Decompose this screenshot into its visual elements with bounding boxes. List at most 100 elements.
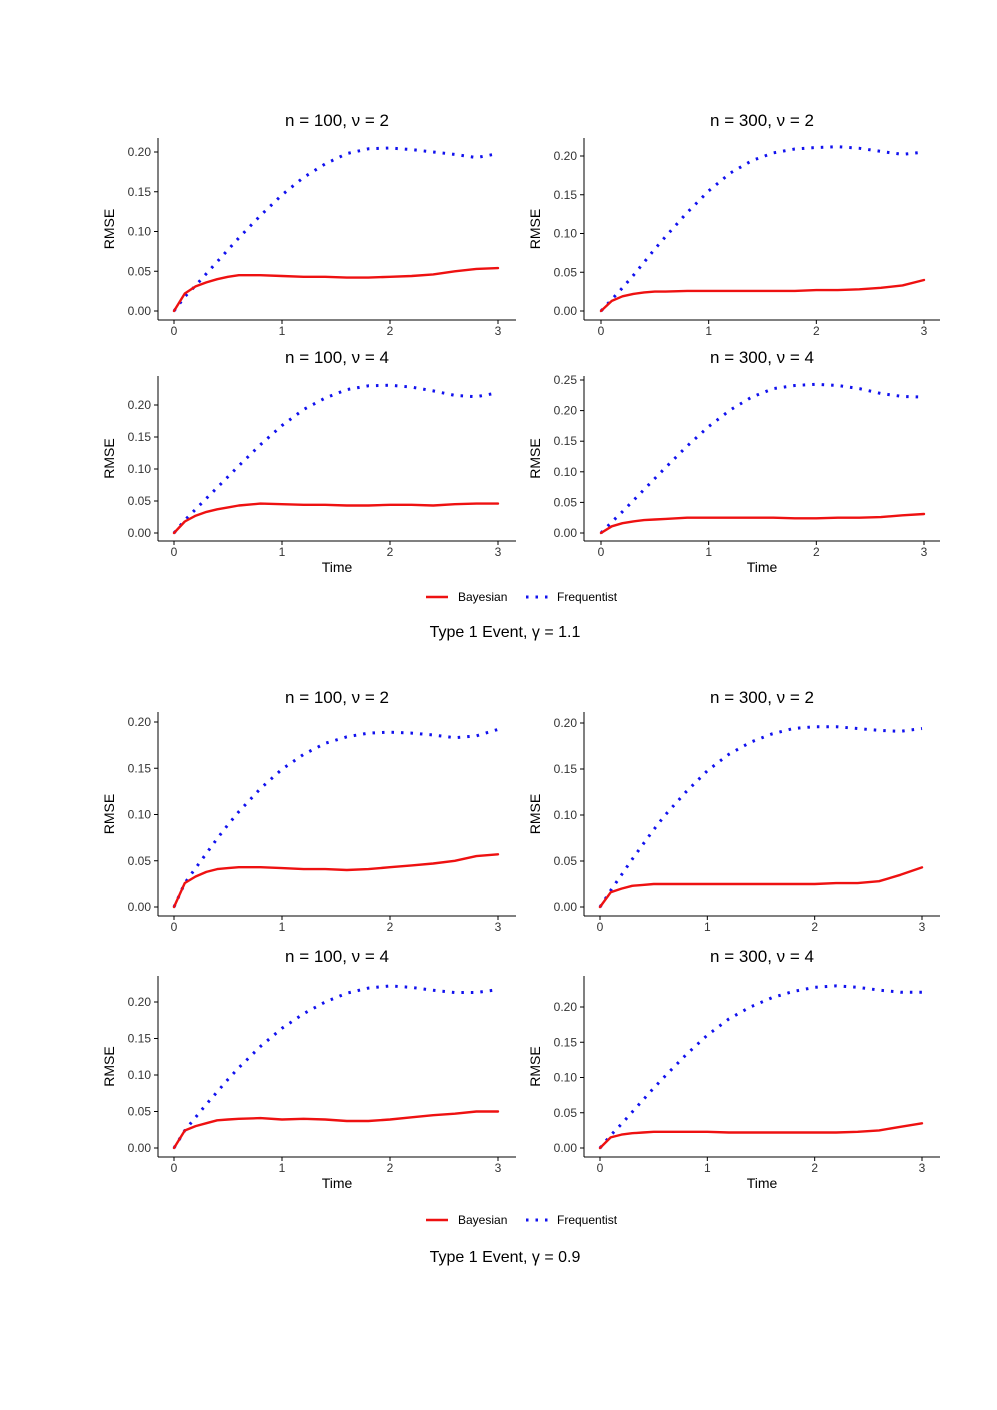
y-tick-label: 0.20 [554,716,578,730]
x-tick-label: 1 [279,920,286,934]
chart-panel: n = 300, ν = 2 0 1 2 3 0.00 0.05 0.10 0.15 0.20 RM… [527,111,940,338]
panel-title: n = 300, ν = 4 [710,947,814,966]
x-tick-label: 1 [279,324,286,338]
y-axis-label: RMSE [527,209,543,249]
y-tick-label: 0.25 [554,373,578,387]
y-tick-label: 0.10 [128,1068,152,1082]
y-tick-label: 0.10 [128,462,152,476]
x-axis-label: Time [322,559,353,575]
legend-label-frequentist: Frequentist [557,590,618,604]
panel-title: n = 300, ν = 2 [710,111,814,130]
y-tick-label: 0.05 [554,495,578,509]
panel-title: n = 300, ν = 4 [710,348,814,367]
legend-label-bayesian: Bayesian [458,1213,507,1227]
y-tick-label: 0.15 [128,1032,152,1046]
series-line-frequentist [599,382,925,535]
y-axis-label: RMSE [527,438,543,478]
y-tick-label: 0.20 [128,715,152,729]
y-tick-label: 0.15 [554,434,578,448]
y-tick-label: 0.05 [128,264,152,278]
legend-label-bayesian: Bayesian [458,590,507,604]
y-axis-label: RMSE [101,794,117,834]
y-tick-label: 0.15 [554,188,578,202]
y-tick-label: 0.00 [128,304,152,318]
y-tick-label: 0.10 [554,808,578,822]
chart-panel: n = 100, ν = 4 0 1 2 3 0.00 0.05 0.10 0.15 0.20 RM… [101,348,516,575]
y-tick-label: 0.15 [128,430,152,444]
x-axis-label: Time [747,559,778,575]
series-line-frequentist [172,727,499,908]
x-tick-label: 1 [705,324,712,338]
y-axis-label: RMSE [101,1046,117,1086]
y-tick-label: 0.00 [128,1141,152,1155]
x-tick-label: 3 [495,324,502,338]
series-line-frequentist [598,984,922,1149]
x-tick-label: 1 [704,920,711,934]
x-axis-label: Time [747,1175,778,1191]
panel-title: n = 100, ν = 4 [285,348,389,367]
x-tick-label: 1 [279,545,286,559]
series-line-frequentist [172,984,499,1149]
chart-panel: n = 300, ν = 4 0 1 2 3 0.00 0.05 0.10 0.15 0.20 0.… [527,348,940,575]
x-tick-label: 2 [387,1161,394,1175]
y-tick-label: 0.05 [554,854,578,868]
y-tick-label: 0.05 [128,1105,152,1119]
x-tick-label: 2 [811,920,818,934]
series-line-bayesian [172,502,500,535]
series-line-frequentist [172,383,499,534]
y-tick-label: 0.05 [554,265,578,279]
y-axis-label: RMSE [527,1046,543,1086]
panel-title: n = 100, ν = 4 [285,947,389,966]
y-tick-label: 0.10 [128,225,152,239]
y-tick-label: 0.20 [554,149,578,163]
series-line-frequentist [172,146,499,312]
panel-title: n = 100, ν = 2 [285,688,389,707]
y-tick-label: 0.00 [128,900,152,914]
y-tick-label: 0.20 [128,995,152,1009]
x-tick-label: 3 [921,545,928,559]
y-tick-label: 0.10 [554,465,578,479]
series-line-bayesian [172,266,500,313]
x-tick-label: 2 [387,920,394,934]
chart-panel: n = 100, ν = 2 0 1 2 3 0.00 0.05 0.10 0.15 0.20 RM… [101,688,516,934]
y-tick-label: 0.00 [128,526,152,540]
legend: Bayesian Frequentist [426,1213,618,1227]
y-tick-label: 0.00 [554,1141,578,1155]
x-tick-label: 1 [705,545,712,559]
y-axis-label: RMSE [101,209,117,249]
y-tick-label: 0.20 [128,398,152,412]
x-tick-label: 3 [919,920,926,934]
x-tick-label: 2 [387,324,394,338]
chart-panel: n = 100, ν = 2 0 1 2 3 0.00 0.05 0.10 0.15 0.20 RM… [101,111,516,338]
y-tick-label: 0.00 [554,526,578,540]
y-tick-label: 0.20 [554,404,578,418]
panel-title: n = 100, ν = 2 [285,111,389,130]
x-tick-label: 0 [598,324,605,338]
x-tick-label: 3 [495,920,502,934]
series-line-bayesian [172,853,500,909]
x-tick-label: 0 [597,1161,604,1175]
legend-label-frequentist: Frequentist [557,1213,618,1227]
figure-caption: Type 1 Event, γ = 0.9 [430,1249,581,1266]
x-tick-label: 3 [495,545,502,559]
x-tick-label: 0 [171,545,178,559]
x-tick-label: 2 [387,545,394,559]
chart-panel: n = 300, ν = 4 0 1 2 3 0.00 0.05 0.10 0.15 0.20 RM… [527,947,940,1191]
x-tick-label: 2 [813,324,820,338]
x-tick-label: 3 [921,324,928,338]
x-axis-label: Time [322,1175,353,1191]
figure-caption: Type 1 Event, γ = 1.1 [430,624,581,641]
series-line-bayesian [598,866,924,909]
series-line-frequentist [599,145,925,313]
x-tick-label: 2 [811,1161,818,1175]
y-tick-label: 0.05 [128,494,152,508]
y-tick-label: 0.10 [554,1071,578,1085]
y-tick-label: 0.05 [128,854,152,868]
series-line-bayesian [172,1110,500,1150]
x-tick-label: 2 [813,545,820,559]
series-line-frequentist [598,725,923,908]
y-axis-label: RMSE [101,438,117,478]
x-tick-label: 0 [598,545,605,559]
y-tick-label: 0.15 [554,1035,578,1049]
